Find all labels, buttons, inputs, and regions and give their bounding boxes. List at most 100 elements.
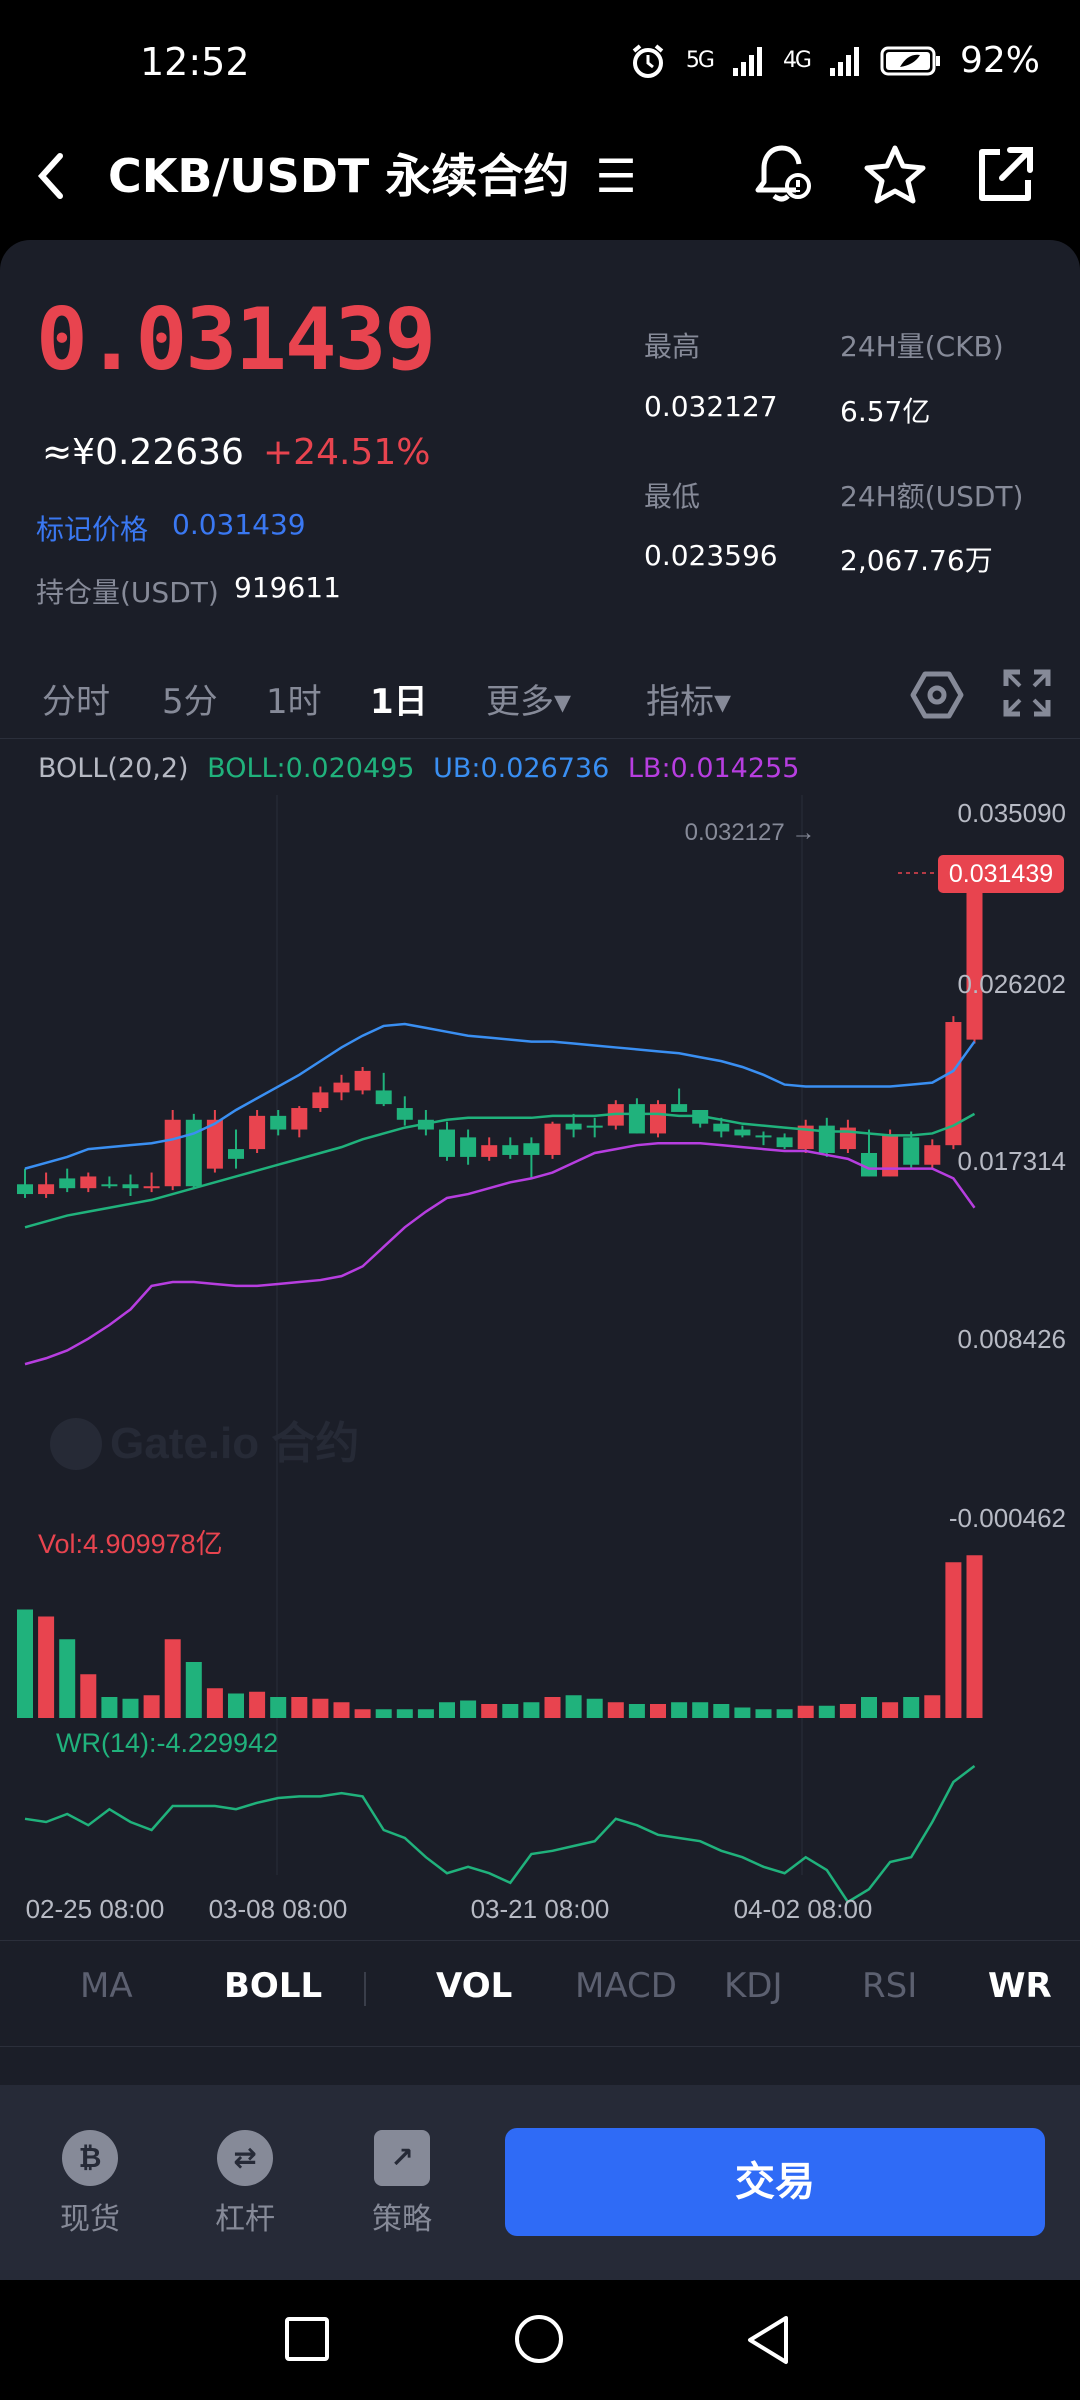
volume-bar (628, 1704, 645, 1718)
tab-macd[interactable]: MACD (575, 1966, 677, 2006)
tab-vol[interactable]: VOL (436, 1966, 513, 2006)
favorite-star-icon[interactable] (862, 144, 928, 206)
back-arrow-icon[interactable] (30, 148, 74, 204)
volume-bar (818, 1705, 835, 1718)
volume-bar (291, 1697, 308, 1718)
candle-body (797, 1125, 814, 1150)
volume-bars (17, 1555, 983, 1718)
cny-price: ≈¥0.22636 (42, 432, 244, 473)
status-time: 12:52 (140, 40, 250, 84)
tab-wr[interactable]: WR (988, 1966, 1052, 2006)
battery-icon (880, 46, 940, 75)
back-icon[interactable] (744, 2314, 792, 2366)
volume-bar (375, 1709, 392, 1718)
boll-bands (24, 1022, 976, 1366)
y-axis: 0.035090 0.026202 0.017314 0.008426 -0.00046… (949, 798, 1066, 1533)
volume-bar (776, 1709, 793, 1718)
candle-body (945, 1022, 962, 1146)
home-icon[interactable] (514, 2314, 564, 2364)
recents-icon[interactable] (284, 2316, 330, 2362)
candle-body (882, 1135, 899, 1177)
fullscreen-icon[interactable] (1002, 668, 1052, 718)
volume-bar (38, 1616, 55, 1718)
tab-timeline[interactable]: 分时 (42, 682, 110, 722)
tab-kdj[interactable]: KDJ (724, 1966, 783, 2006)
boll-lower-line (24, 1141, 976, 1366)
strategy-label: 策略 (372, 2202, 432, 2237)
candle-body (80, 1176, 97, 1189)
candle-body (164, 1119, 181, 1187)
kline-chart[interactable]: Gate.io 合约 0.035090 0.026202 0.017314 0.008… (0, 760, 1080, 1920)
price-alert-icon[interactable] (752, 142, 812, 206)
candle-body (38, 1184, 55, 1195)
tab-1day[interactable]: 1日 (370, 682, 428, 722)
amount-24h-value: 2,067.76万 (840, 544, 993, 577)
candle-body (903, 1137, 920, 1165)
y-tick-label: -0.000462 (949, 1503, 1066, 1533)
volume-bar (354, 1709, 371, 1718)
volume-bar (734, 1707, 751, 1718)
mark-price-label[interactable]: 标记价格 (36, 513, 149, 546)
candle-body (59, 1178, 76, 1189)
candle-body (650, 1104, 666, 1134)
boll-ub-value: UB:0.026736 (433, 753, 610, 784)
network-5g: 5G (685, 48, 715, 73)
x-tick-label: 02-25 08:00 (26, 1894, 165, 1920)
candle-body (544, 1123, 561, 1155)
volume-bar (206, 1688, 223, 1718)
x-axis: 02-25 08:00 03-08 08:00 03-21 08:00 04-02 0… (26, 1894, 873, 1920)
boll-param: BOLL(20,2) (38, 753, 189, 784)
volume-bar (17, 1609, 33, 1718)
last-price-tag (938, 855, 1064, 893)
volume-bar (839, 1704, 856, 1718)
candle-body (460, 1137, 477, 1157)
volume-bar (882, 1702, 899, 1718)
candle-body (776, 1137, 793, 1148)
candle-body (481, 1145, 498, 1157)
share-icon[interactable] (974, 144, 1036, 206)
candle-body (270, 1115, 287, 1130)
volume-24h-label: 24H量(CKB) (840, 330, 1004, 363)
candle-body (523, 1143, 540, 1155)
volume-bar (185, 1662, 202, 1718)
tab-boll[interactable]: BOLL (224, 1966, 323, 2006)
strategy-button[interactable]: ↗ 策略 (347, 2130, 457, 2238)
margin-button[interactable]: ⇄ 杠杆 (190, 2130, 300, 2238)
x-tick-label: 03-21 08:00 (471, 1894, 610, 1920)
page-title[interactable]: CKB/USDT 永续合约 ☰ (108, 140, 637, 206)
volume-bar (692, 1702, 709, 1718)
tab-divider (364, 1972, 366, 2006)
volume-bar (143, 1695, 160, 1718)
candle-body (312, 1092, 329, 1109)
volume-bar (417, 1709, 434, 1718)
wr-label: WR(14):-4.229942 (56, 1728, 278, 1758)
volume-bar (164, 1639, 181, 1718)
last-price: 0.031439 (36, 290, 436, 390)
candle-body (249, 1115, 266, 1150)
volume-bar (333, 1702, 350, 1718)
volume-bar (228, 1693, 244, 1718)
x-tick-label: 04-02 08:00 (734, 1894, 873, 1920)
volume-bar (312, 1698, 329, 1718)
tab-rsi[interactable]: RSI (862, 1966, 918, 2006)
boll-upper-line (24, 1022, 976, 1170)
tab-more[interactable]: 更多▾ (486, 682, 572, 722)
system-nav-bar (0, 2280, 1080, 2400)
tab-indicators[interactable]: 指标▾ (646, 682, 732, 722)
trade-button[interactable]: 交易 (505, 2128, 1045, 2236)
high-label: 最高 (644, 330, 701, 363)
candle-body (586, 1125, 603, 1128)
tab-ma[interactable]: MA (80, 1966, 133, 2006)
volume-bar (101, 1697, 118, 1718)
volume-bar (59, 1639, 76, 1718)
volume-bar (903, 1697, 920, 1718)
candle-body (734, 1129, 751, 1136)
volume-bar (270, 1697, 287, 1718)
tab-5min[interactable]: 5分 (162, 682, 218, 722)
chart-settings-icon[interactable] (910, 668, 964, 722)
signal-icon (732, 46, 762, 76)
volume-bar (523, 1702, 540, 1718)
tab-1hour[interactable]: 1时 (266, 682, 322, 722)
spot-button[interactable]: ₿ 现货 (35, 2130, 145, 2238)
volume-bar (460, 1700, 477, 1718)
